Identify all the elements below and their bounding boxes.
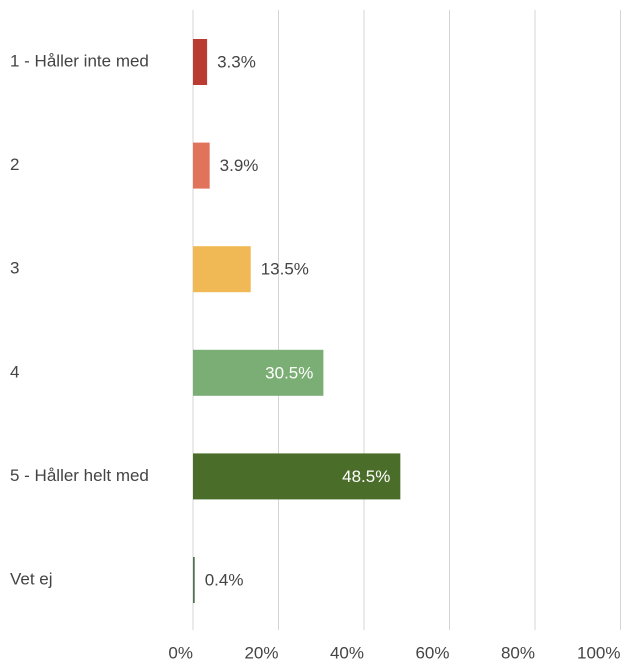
value-label: 3.9%: [220, 156, 259, 175]
x-tick-label: 40%: [330, 643, 364, 662]
category-label: 5 - Håller helt med: [10, 466, 149, 485]
x-tick-label: 0%: [168, 643, 193, 662]
bar: [193, 453, 401, 500]
category-label: 1 - Håller inte med: [10, 51, 149, 70]
bar: [193, 349, 324, 396]
bar: [193, 39, 208, 85]
bar: [193, 557, 195, 603]
value-label: 3.3%: [217, 52, 256, 71]
x-tick-label: 20%: [244, 643, 278, 662]
bar: [193, 246, 251, 293]
bar: [193, 142, 210, 189]
category-label: 3: [10, 259, 19, 278]
value-label: 30.5%: [265, 363, 313, 382]
category-label: 2: [10, 155, 19, 174]
x-tick-label: 60%: [415, 643, 449, 662]
value-label: 0.4%: [205, 570, 244, 589]
value-label: 13.5%: [261, 260, 309, 279]
x-tick-label: 80%: [501, 643, 535, 662]
category-label: 4: [10, 362, 19, 381]
value-label: 48.5%: [342, 467, 390, 486]
x-tick-label: 100%: [577, 643, 620, 662]
category-label: Vet ej: [10, 569, 53, 588]
